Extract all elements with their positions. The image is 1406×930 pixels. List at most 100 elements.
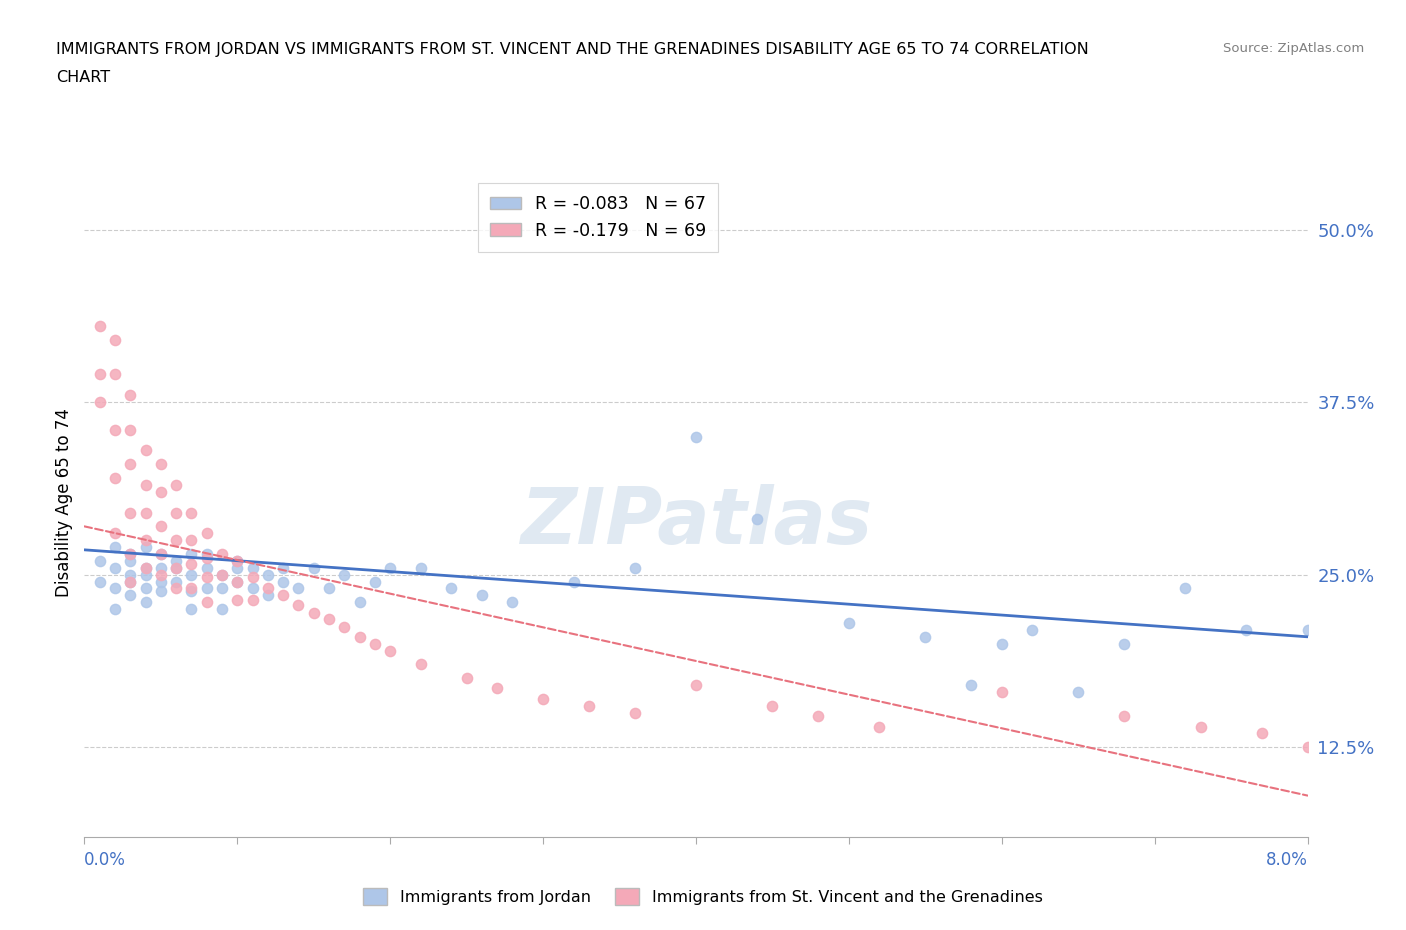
Point	[333, 619, 356, 634]
Point	[180, 533, 202, 548]
Point	[624, 705, 647, 720]
Point	[135, 595, 157, 610]
Point	[211, 567, 233, 582]
Point	[180, 581, 202, 596]
Point	[165, 574, 187, 589]
Point	[180, 556, 202, 571]
Point	[135, 533, 157, 548]
Point	[104, 525, 127, 540]
Point	[1067, 684, 1090, 699]
Point	[120, 553, 142, 568]
Point	[195, 525, 218, 540]
Point	[135, 561, 157, 576]
Point	[807, 708, 830, 723]
Point	[195, 581, 218, 596]
Point	[302, 561, 325, 576]
Point	[869, 719, 891, 734]
Point	[685, 678, 707, 693]
Point	[333, 567, 356, 582]
Point	[165, 505, 187, 520]
Point	[104, 333, 127, 348]
Point	[195, 547, 218, 562]
Point	[149, 457, 172, 472]
Point	[165, 553, 187, 568]
Point	[149, 485, 172, 499]
Point	[195, 595, 218, 610]
Point	[89, 574, 111, 589]
Text: 8.0%: 8.0%	[1265, 851, 1308, 869]
Point	[149, 547, 172, 562]
Point	[364, 636, 387, 651]
Point	[531, 692, 554, 707]
Point	[165, 477, 187, 492]
Point	[89, 319, 111, 334]
Point	[271, 574, 294, 589]
Text: CHART: CHART	[56, 70, 110, 85]
Point	[226, 553, 249, 568]
Point	[257, 588, 280, 603]
Point	[180, 602, 202, 617]
Point	[195, 551, 218, 565]
Point	[120, 574, 142, 589]
Point	[180, 567, 202, 582]
Point	[271, 588, 294, 603]
Point	[242, 592, 264, 607]
Point	[380, 644, 402, 658]
Point	[1114, 636, 1136, 651]
Point	[211, 581, 233, 596]
Point	[287, 598, 309, 613]
Point	[89, 367, 111, 382]
Text: ZIPatlas: ZIPatlas	[520, 485, 872, 560]
Point	[104, 602, 127, 617]
Point	[226, 574, 249, 589]
Point	[211, 602, 233, 617]
Point	[149, 584, 172, 599]
Point	[745, 512, 768, 527]
Point	[120, 567, 142, 582]
Point	[349, 630, 371, 644]
Point	[165, 561, 187, 576]
Point	[409, 657, 432, 671]
Point	[838, 616, 860, 631]
Point	[226, 574, 249, 589]
Point	[120, 574, 142, 589]
Point	[165, 561, 187, 576]
Point	[149, 519, 172, 534]
Point	[195, 561, 218, 576]
Point	[1114, 708, 1136, 723]
Point	[120, 547, 142, 562]
Point	[1296, 740, 1319, 755]
Point	[180, 505, 202, 520]
Y-axis label: Disability Age 65 to 74: Disability Age 65 to 74	[55, 407, 73, 597]
Point	[120, 588, 142, 603]
Point	[562, 574, 585, 589]
Point	[165, 533, 187, 548]
Point	[271, 561, 294, 576]
Point	[120, 422, 142, 437]
Point	[486, 681, 509, 696]
Point	[180, 584, 202, 599]
Point	[104, 471, 127, 485]
Point	[135, 443, 157, 458]
Point	[226, 592, 249, 607]
Legend: R = -0.083   N = 67, R = -0.179   N = 69: R = -0.083 N = 67, R = -0.179 N = 69	[478, 183, 718, 252]
Point	[135, 539, 157, 554]
Point	[104, 422, 127, 437]
Point	[165, 581, 187, 596]
Point	[120, 457, 142, 472]
Point	[104, 561, 127, 576]
Point	[624, 561, 647, 576]
Point	[1296, 622, 1319, 637]
Point	[226, 561, 249, 576]
Point	[471, 588, 494, 603]
Point	[380, 561, 402, 576]
Text: 0.0%: 0.0%	[84, 851, 127, 869]
Point	[456, 671, 478, 685]
Point	[578, 698, 600, 713]
Point	[302, 606, 325, 621]
Point	[149, 567, 172, 582]
Point	[1174, 581, 1197, 596]
Point	[1250, 726, 1272, 741]
Point	[440, 581, 463, 596]
Point	[135, 581, 157, 596]
